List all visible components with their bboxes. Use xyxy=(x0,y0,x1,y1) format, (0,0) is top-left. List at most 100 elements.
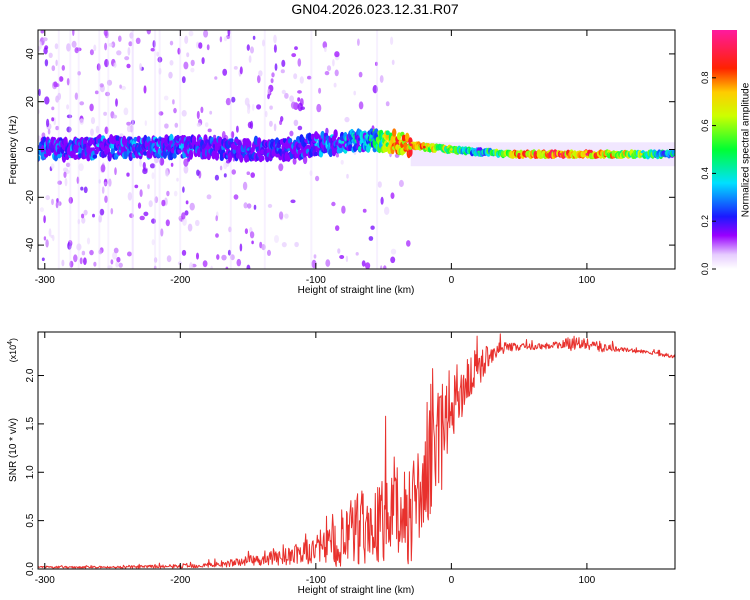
noise-speck xyxy=(209,110,213,115)
noise-speck xyxy=(203,30,209,38)
noise-speck xyxy=(108,178,112,187)
noise-speck xyxy=(187,223,193,232)
noise-speck xyxy=(157,56,163,63)
ridge-point xyxy=(111,145,114,149)
noise-speck xyxy=(156,51,160,57)
noise-speck xyxy=(158,67,162,75)
ridge-blob xyxy=(78,146,83,155)
noise-speck xyxy=(222,68,228,76)
noise-speck xyxy=(142,168,148,175)
ridge-blob xyxy=(247,140,252,149)
noise-speck xyxy=(344,116,350,123)
noise-speck xyxy=(225,97,231,106)
noise-streak xyxy=(229,30,232,269)
noise-speck xyxy=(89,249,94,256)
noise-speck xyxy=(250,172,255,178)
ridge-blob xyxy=(239,153,244,163)
noise-speck xyxy=(358,101,364,110)
noise-speck xyxy=(267,249,271,256)
noise-speck xyxy=(83,186,88,194)
noise-speck xyxy=(126,121,131,126)
noise-speck xyxy=(251,240,254,245)
noise-speck xyxy=(41,257,45,262)
noise-speck xyxy=(66,43,71,52)
colorbar-gradient xyxy=(712,30,737,269)
snr-axis-ticks: -300 -200 -100 0 100 0.0 0.5 1.0 1.5 2.0 xyxy=(25,332,675,586)
noise-speck xyxy=(297,102,303,112)
ridge-point xyxy=(314,143,318,147)
noise-speck xyxy=(93,44,97,52)
noise-speck xyxy=(181,212,186,220)
noise-speck xyxy=(50,163,55,170)
noise-speck xyxy=(247,106,251,114)
noise-speck xyxy=(339,255,345,259)
noise-speck xyxy=(198,42,203,49)
noise-speck xyxy=(94,90,99,95)
noise-speck xyxy=(119,84,122,89)
snr-y-tick-label: 1.5 xyxy=(25,417,36,431)
spectrogram-y-tick-label: -40 xyxy=(25,237,36,252)
noise-speck xyxy=(250,46,254,54)
noise-speck xyxy=(66,78,70,86)
noise-speck xyxy=(104,195,108,203)
ridge-blob xyxy=(84,136,90,141)
snr-x-tick-label: 100 xyxy=(579,575,596,586)
noise-speck xyxy=(77,71,81,76)
noise-speck xyxy=(247,203,252,209)
noise-speck xyxy=(253,204,257,210)
noise-speck xyxy=(225,266,229,269)
noise-speck xyxy=(127,47,131,56)
noise-speck xyxy=(96,63,101,71)
noise-speck xyxy=(215,233,219,238)
noise-speck xyxy=(112,251,118,260)
noise-speck xyxy=(362,208,367,213)
noise-speck xyxy=(176,177,179,182)
noise-speck xyxy=(104,42,108,51)
noise-speck xyxy=(333,82,337,88)
noise-speck xyxy=(390,36,394,45)
noise-speck xyxy=(103,30,109,37)
snr-x-tick-label: -300 xyxy=(35,575,55,586)
noise-speck xyxy=(139,215,145,221)
spectrogram-y-label: Frequency (Hz) xyxy=(8,116,19,185)
ridge-blob xyxy=(385,130,390,136)
noise-speck xyxy=(385,101,390,107)
noise-speck xyxy=(292,157,297,165)
ridge-blob xyxy=(56,154,62,159)
noise-speck xyxy=(251,103,255,111)
noise-speck xyxy=(173,107,177,114)
noise-speck xyxy=(164,123,169,129)
noise-speck xyxy=(149,163,156,169)
noise-speck xyxy=(380,196,384,205)
noise-speck xyxy=(118,262,123,268)
noise-speck xyxy=(173,190,178,197)
noise-speck xyxy=(315,175,320,182)
spectrogram-x-tick-label: 0 xyxy=(449,275,455,286)
snr-y-multiplier-close: ) xyxy=(8,338,18,341)
noise-speck xyxy=(201,57,205,65)
noise-speck xyxy=(334,69,339,77)
ridge-blob xyxy=(405,132,410,142)
noise-speck xyxy=(168,71,173,79)
noise-speck xyxy=(299,76,304,84)
ridge-point xyxy=(639,152,643,156)
noise-speck xyxy=(48,228,52,237)
noise-speck xyxy=(78,163,84,172)
ridge-blob xyxy=(260,149,265,155)
spectrogram-y-tick-label: 0 xyxy=(25,146,36,152)
noise-speck xyxy=(100,164,106,173)
noise-speck xyxy=(115,98,118,107)
ridge-blob xyxy=(328,148,333,158)
noise-speck xyxy=(63,171,67,178)
noise-speck xyxy=(322,41,328,49)
snr-x-tick-label: -200 xyxy=(170,575,190,586)
noise-speck xyxy=(103,111,107,116)
noise-speck xyxy=(293,73,298,80)
noise-speck xyxy=(55,125,60,131)
ridge-point xyxy=(422,145,426,149)
noise-speck xyxy=(267,93,270,100)
noise-speck xyxy=(196,122,202,127)
spectrogram-x-tick-label: -300 xyxy=(35,275,55,286)
ridge-blob xyxy=(229,138,234,143)
noise-speck xyxy=(375,61,378,66)
